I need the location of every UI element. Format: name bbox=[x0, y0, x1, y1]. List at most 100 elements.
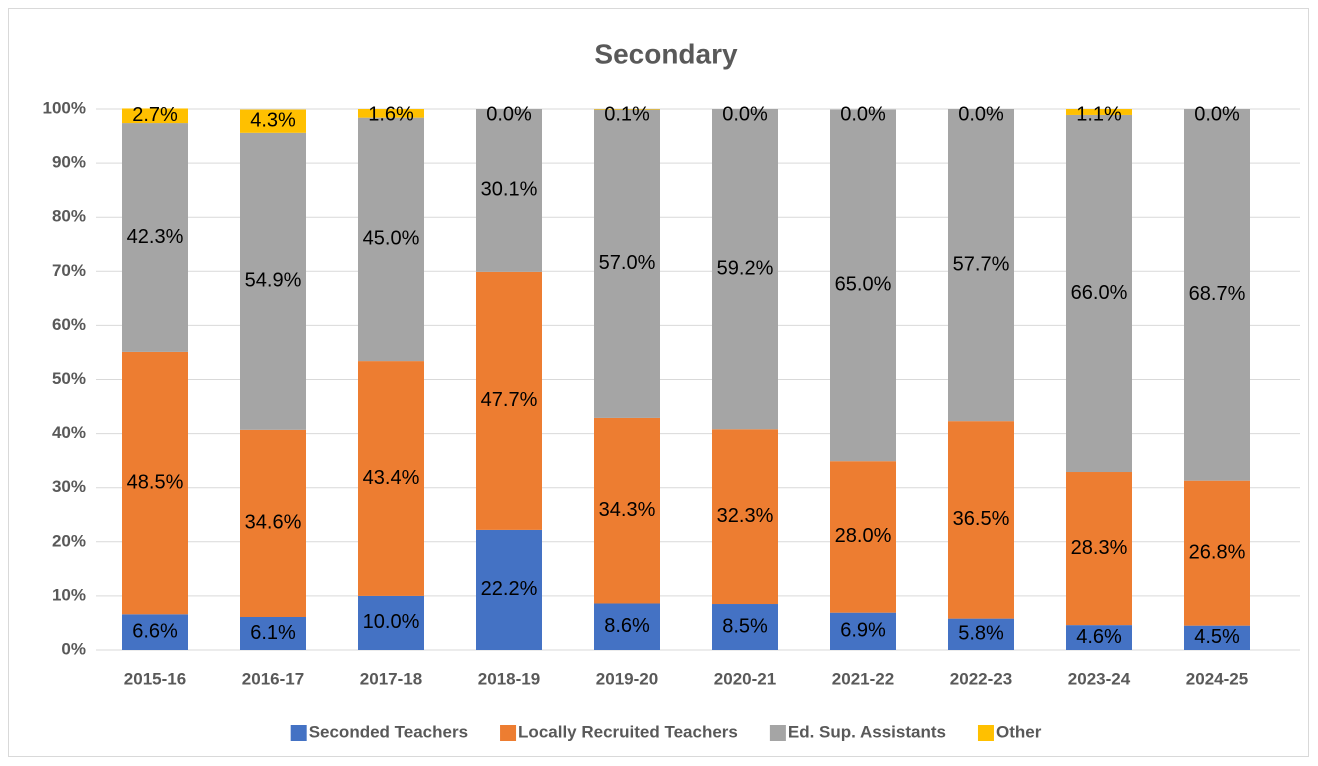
bar-segment bbox=[1066, 472, 1132, 626]
y-tick-label: 20% bbox=[52, 531, 86, 550]
y-tick-label: 10% bbox=[52, 585, 86, 604]
data-label: 6.1% bbox=[250, 622, 296, 644]
legend-swatch bbox=[977, 725, 994, 741]
x-tick-label: 2017-18 bbox=[360, 669, 422, 688]
data-label: 8.5% bbox=[722, 615, 768, 637]
bar-segment bbox=[122, 123, 188, 352]
bar-segment bbox=[358, 595, 424, 650]
bar-segment bbox=[476, 271, 542, 530]
data-label: 5.8% bbox=[958, 623, 1004, 645]
data-label: 1.6% bbox=[368, 103, 414, 125]
y-tick-label: 90% bbox=[52, 153, 86, 172]
y-tick-label: 60% bbox=[52, 315, 86, 334]
y-tick-label: 70% bbox=[52, 261, 86, 280]
data-label: 4.6% bbox=[1076, 626, 1122, 648]
data-label: 10.0% bbox=[363, 611, 420, 633]
bar-segment bbox=[1066, 114, 1132, 473]
y-tick-label: 50% bbox=[52, 369, 86, 388]
bar-segment bbox=[948, 109, 1014, 422]
data-label: 0.0% bbox=[958, 103, 1004, 125]
data-label: 45.0% bbox=[363, 228, 420, 250]
x-tick-label: 2023-24 bbox=[1068, 669, 1131, 688]
bar-segment bbox=[594, 417, 660, 604]
data-label: 0.0% bbox=[486, 103, 532, 125]
legend: Seconded Teachers Locally Recruited Teach… bbox=[290, 722, 1042, 741]
bar-segment bbox=[1066, 109, 1132, 115]
bar-segment bbox=[712, 604, 778, 650]
data-label: 32.3% bbox=[717, 505, 774, 527]
bar-segment bbox=[712, 429, 778, 605]
bar-segment bbox=[594, 109, 660, 110]
data-label: 28.0% bbox=[835, 525, 892, 547]
data-label: 2.7% bbox=[132, 104, 178, 126]
data-label: 34.6% bbox=[245, 512, 302, 534]
data-label: 68.7% bbox=[1189, 283, 1246, 305]
bar-segment bbox=[476, 109, 542, 272]
data-label: 65.0% bbox=[835, 274, 892, 296]
data-label: 8.6% bbox=[604, 615, 650, 637]
data-label: 54.9% bbox=[245, 270, 302, 292]
bar-segment bbox=[830, 109, 896, 462]
bar-segment bbox=[358, 117, 424, 362]
bar-segment bbox=[830, 612, 896, 650]
bar-segment bbox=[240, 616, 306, 650]
data-label: 28.3% bbox=[1071, 537, 1128, 559]
data-label: 0.1% bbox=[604, 103, 650, 125]
y-tick-label: 40% bbox=[52, 423, 86, 442]
x-tick-label: 2020-21 bbox=[714, 669, 776, 688]
data-label: 42.3% bbox=[127, 226, 184, 248]
bar-segment bbox=[594, 109, 660, 418]
bar-segment bbox=[712, 109, 778, 430]
bar-segment bbox=[122, 614, 188, 650]
data-label: 36.5% bbox=[953, 508, 1010, 530]
bar-segment bbox=[240, 132, 306, 430]
y-tick-label: 30% bbox=[52, 477, 86, 496]
data-label: 48.5% bbox=[127, 471, 184, 493]
data-label: 26.8% bbox=[1189, 541, 1246, 563]
data-label: 59.2% bbox=[717, 257, 774, 279]
chart-title: Secondary bbox=[594, 38, 738, 69]
bar-segment bbox=[1184, 625, 1250, 650]
x-tick-label: 2024-25 bbox=[1186, 669, 1248, 688]
x-tick-label: 2016-17 bbox=[242, 669, 304, 688]
legend-label: Locally Recruited Teachers bbox=[518, 722, 738, 741]
data-label: 66.0% bbox=[1071, 282, 1128, 304]
bar-segment bbox=[830, 461, 896, 613]
bar-segment bbox=[358, 109, 424, 118]
bar-segment bbox=[476, 529, 542, 650]
data-label: 47.7% bbox=[481, 389, 538, 411]
legend-swatch bbox=[500, 725, 517, 741]
bar-segment bbox=[240, 109, 306, 133]
bar-segment bbox=[948, 618, 1014, 650]
data-label: 22.2% bbox=[481, 578, 538, 600]
data-label: 34.3% bbox=[599, 499, 656, 521]
data-label: 30.1% bbox=[481, 179, 538, 201]
bar-segment bbox=[594, 603, 660, 650]
bar-segment bbox=[1066, 625, 1132, 650]
legend-label: Seconded Teachers bbox=[309, 722, 468, 741]
x-tick-label: 2022-23 bbox=[950, 669, 1012, 688]
bar-segment bbox=[358, 361, 424, 596]
data-label: 0.0% bbox=[840, 103, 886, 125]
legend-label: Ed. Sup. Assistants bbox=[788, 722, 946, 741]
legend-label: Other bbox=[996, 722, 1042, 741]
data-label: 4.5% bbox=[1194, 626, 1240, 648]
bar-segment bbox=[122, 108, 188, 124]
y-tick-label: 0% bbox=[61, 639, 86, 658]
bar-segment bbox=[1184, 109, 1250, 481]
x-tick-label: 2018-19 bbox=[478, 669, 540, 688]
data-label: 57.0% bbox=[599, 252, 656, 274]
data-label: 6.6% bbox=[132, 620, 178, 642]
data-label: 4.3% bbox=[250, 109, 296, 131]
data-label: 6.9% bbox=[840, 620, 886, 642]
bar-segment bbox=[1184, 480, 1250, 626]
bar-segment bbox=[948, 421, 1014, 619]
legend-swatch bbox=[769, 725, 786, 741]
data-label: 0.0% bbox=[1194, 103, 1240, 125]
x-tick-label: 2019-20 bbox=[596, 669, 658, 688]
data-label: 57.7% bbox=[953, 253, 1010, 275]
x-tick-label: 2015-16 bbox=[124, 669, 186, 688]
data-label: 43.4% bbox=[363, 467, 420, 489]
data-label: 0.0% bbox=[722, 103, 768, 125]
